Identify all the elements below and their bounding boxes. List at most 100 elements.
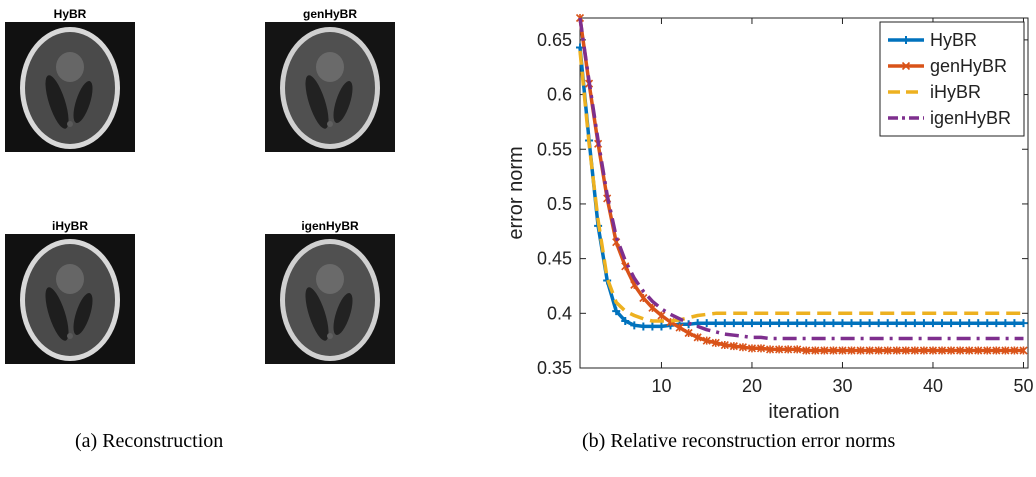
series-point-genhybr [793,345,802,354]
x-tick-label: 30 [832,376,852,396]
caption-a: (a) Reconstruction [75,430,224,452]
series-point-hybr [838,319,847,328]
series-point-genhybr [883,346,892,355]
series-point-genhybr [784,345,793,354]
series-point-hybr [775,319,784,328]
series-point-genhybr [919,346,928,355]
y-tick-label: 0.45 [537,249,572,269]
series-point-genhybr [983,346,992,355]
series-point-genhybr [956,346,965,355]
x-tick-label: 10 [651,376,671,396]
series-point-hybr [738,319,747,328]
series-point-genhybr [711,338,720,347]
series-point-genhybr [729,342,738,351]
series-point-genhybr [829,346,838,355]
x-tick-label: 20 [742,376,762,396]
series-point-hybr [1001,319,1010,328]
phantom-image [5,22,135,152]
series-point-hybr [928,319,937,328]
series-point-genhybr [865,346,874,355]
reconstruction-genhybr: genHyBR [265,6,395,152]
series-point-genhybr [856,346,865,355]
x-tick-label: 40 [923,376,943,396]
series-point-hybr [747,319,756,328]
legend-label: igenHyBR [930,108,1011,128]
series-point-hybr [892,319,901,328]
x-tick-label: 50 [1013,376,1033,396]
y-tick-label: 0.6 [547,85,572,105]
series-point-hybr [702,319,711,328]
reconstruction-igenhybr: igenHyBR [265,218,395,364]
series-line-igenhybr [578,17,1024,341]
series-point-genhybr [1019,346,1028,355]
series-point-genhybr [720,340,729,350]
series-point-hybr [965,319,974,328]
series-point-hybr [657,322,666,331]
series-point-hybr [856,319,865,328]
series-point-hybr [883,319,892,328]
error-norm-chart: 10 20 30 40 50 0.35 0.4 0.45 0.5 0.55 0.6 0.65 itera… [500,0,1036,423]
series-point-genhybr [775,345,784,354]
legend-label: iHyBR [930,82,981,102]
image-title: genHyBR [302,7,357,21]
series-point-genhybr [621,262,630,271]
series-point-hybr [910,319,919,328]
legend-marker [902,36,910,44]
y-tick-label: 0.5 [547,194,572,214]
series-point-genhybr [675,323,684,332]
series-point-genhybr [847,346,856,355]
series-point-genhybr [947,346,956,355]
image-title: igenHyBR [301,219,359,233]
series-point-hybr [974,319,983,328]
series-point-genhybr [965,346,974,355]
phantom-image [5,234,135,364]
series-point-hybr [947,319,956,328]
series-point-hybr [639,322,648,331]
y-tick-label: 0.35 [537,358,572,378]
series-point-genhybr [974,346,983,355]
y-axis-label: error norm [505,146,527,239]
series-point-genhybr [747,344,757,353]
x-axis-label: iteration [768,401,839,420]
series-point-genhybr [702,336,711,345]
series-point-genhybr [756,344,766,353]
legend-label: genHyBR [930,56,1007,76]
series-point-hybr [793,319,802,328]
series-point-hybr [1010,319,1019,328]
series-point-genhybr [892,346,901,355]
reconstruction-panel: HyBR genHyBR iHyBR [0,0,440,477]
reconstruction-hybr: HyBR [5,6,135,152]
series-point-genhybr [901,346,910,355]
series-point-genhybr [928,346,938,355]
series-point-hybr [621,316,630,325]
reconstruction-ihybr: iHyBR [5,218,135,364]
series-point-genhybr [1001,346,1010,355]
series-point-genhybr [820,346,829,355]
series-point-hybr [874,319,883,328]
y-tick-label: 0.4 [547,303,572,323]
series-point-hybr [784,319,793,328]
series-point-hybr [992,319,1001,328]
series-point-hybr [938,319,947,328]
series-point-hybr [956,319,965,328]
series-point-hybr [711,319,720,328]
series-point-genhybr [738,343,747,352]
series-point-genhybr [639,293,648,303]
y-tick-label: 0.65 [537,30,572,50]
series-point-genhybr [1010,346,1019,355]
series-point-genhybr [684,328,693,338]
y-tick-label: 0.55 [537,139,572,159]
series-point-hybr [1019,319,1028,328]
series-point-genhybr [838,346,847,355]
legend-marker [901,61,911,71]
phantom-image [265,234,395,364]
series-point-genhybr [937,346,947,355]
series-point-genhybr [693,333,702,342]
series-point-genhybr [802,346,811,355]
series-point-genhybr [910,346,919,355]
series-point-hybr [811,319,820,328]
series-point-hybr [612,307,621,316]
series-point-genhybr [765,345,775,354]
caption-b: (b) Relative reconstruction error norms [582,430,896,452]
series-line-ihybr [578,50,1024,323]
